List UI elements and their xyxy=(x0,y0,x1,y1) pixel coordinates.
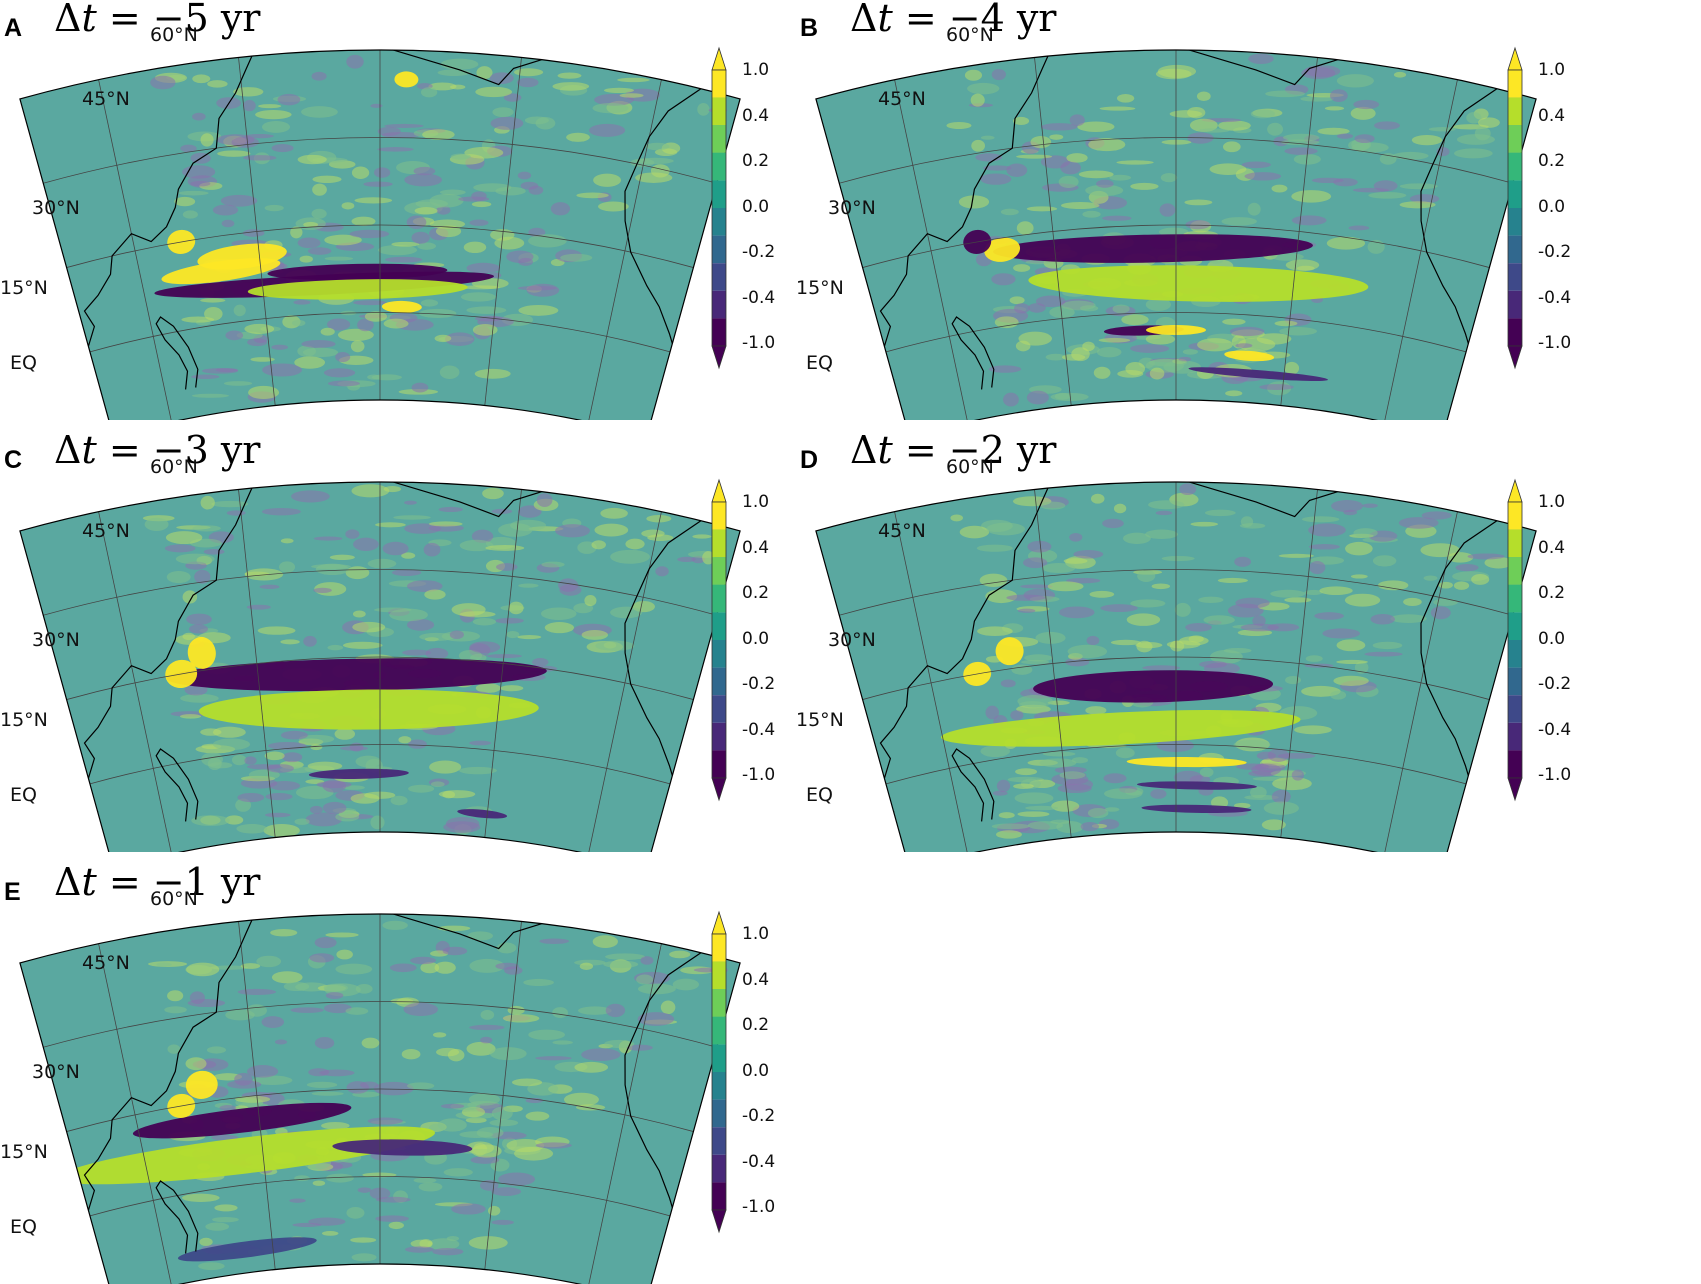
colorbar xyxy=(1507,478,1523,802)
colorbar-tick-label: -1.0 xyxy=(1538,333,1572,353)
latitude-label: 15°N xyxy=(796,277,844,299)
panel-title: Δt = −5 yr xyxy=(54,0,261,40)
latitude-label: 30°N xyxy=(828,197,876,219)
map-canvas xyxy=(815,46,1537,420)
colorbar-tick-label: 1.0 xyxy=(742,924,770,944)
colorbar-tick-label: -0.4 xyxy=(1538,719,1572,740)
panel-letter: C xyxy=(4,446,23,474)
colorbar-tick-label: -0.2 xyxy=(742,674,776,694)
latitude-label: 15°N xyxy=(0,709,48,731)
colorbar-tick-label: -1.0 xyxy=(1538,765,1572,785)
latitude-label: 60°N xyxy=(150,888,198,910)
colorbar-tick-label: 0.2 xyxy=(742,1015,770,1035)
colorbar-tick-label: -0.4 xyxy=(742,1151,776,1172)
colorbar-tick-label: -0.2 xyxy=(742,242,776,262)
panel-title: Δt = −1 yr xyxy=(54,860,261,904)
latitude-label: 30°N xyxy=(828,629,876,651)
colorbar xyxy=(1507,46,1523,370)
panel-letter: A xyxy=(4,14,23,42)
colorbar-tick-label: 0.2 xyxy=(1538,583,1566,603)
colorbar-tick-label: 0.4 xyxy=(1538,105,1566,126)
colorbar-tick-label: -1.0 xyxy=(742,333,776,353)
colorbar-tick-label: -0.4 xyxy=(742,719,776,740)
colorbar-tick-label: 0.4 xyxy=(742,105,770,126)
latitude-label: 45°N xyxy=(878,520,926,542)
map-field xyxy=(815,49,1537,420)
latitude-label: 60°N xyxy=(946,24,994,46)
colorbar-tick-label: 0.2 xyxy=(1538,151,1566,171)
map-panel-a: A Δt = −5 yr 60°N 45°N 30°N 15°N EQ 1.0 0.4 0.2 0.… xyxy=(0,0,850,420)
latitude-label: 45°N xyxy=(82,952,130,974)
latitude-label: 45°N xyxy=(878,88,926,110)
panel-title: Δt = −4 yr xyxy=(850,0,1057,40)
latitude-label: 60°N xyxy=(150,456,198,478)
map-canvas xyxy=(815,478,1537,852)
colorbar-tick-label: -1.0 xyxy=(742,765,776,785)
map-canvas xyxy=(19,910,741,1284)
map-field xyxy=(815,481,1537,852)
colorbar-tick-label: 1.0 xyxy=(742,60,770,80)
colorbar-tick-label: 0.0 xyxy=(742,1060,770,1081)
panel-letter: B xyxy=(800,14,819,42)
colorbar-tick-label: -0.2 xyxy=(1538,242,1572,262)
latitude-label: 30°N xyxy=(32,197,80,219)
colorbar xyxy=(711,46,727,370)
colorbar-tick-label: 0.0 xyxy=(742,628,770,649)
map-field xyxy=(19,481,741,852)
colorbar-tick-label: 0.0 xyxy=(1538,628,1566,649)
map-panel-e: E Δt = −1 yr 60°N 45°N 30°N 15°N EQ 1.0 0.4 0.2 0.… xyxy=(0,860,850,1284)
latitude-label: 45°N xyxy=(82,520,130,542)
latitude-label: 15°N xyxy=(796,709,844,731)
colorbar-tick-label: 0.0 xyxy=(742,196,770,217)
colorbar-tick-label: 0.4 xyxy=(742,537,770,558)
colorbar-tick-label: 0.2 xyxy=(742,583,770,603)
latitude-label: 60°N xyxy=(946,456,994,478)
panel-title: Δt = −3 yr xyxy=(54,428,261,472)
latitude-label: EQ xyxy=(10,1216,37,1238)
colorbar xyxy=(711,910,727,1234)
colorbar-tick-label: -0.2 xyxy=(1538,674,1572,694)
map-panel-b: B Δt = −4 yr 60°N 45°N 30°N 15°N EQ 1.0 0.4 0.2 0.… xyxy=(796,0,1646,420)
colorbar-tick-label: -1.0 xyxy=(742,1197,776,1217)
colorbar-tick-label: 1.0 xyxy=(1538,492,1566,512)
map-canvas xyxy=(19,478,741,852)
latitude-label: 45°N xyxy=(82,88,130,110)
latitude-label: EQ xyxy=(806,352,833,374)
colorbar-tick-label: -0.4 xyxy=(1538,287,1572,308)
map-panel-d: D Δt = −2 yr 60°N 45°N 30°N 15°N EQ 1.0 0.4 0.2 0.… xyxy=(796,428,1646,852)
latitude-label: EQ xyxy=(10,784,37,806)
panel-letter: D xyxy=(800,446,819,474)
latitude-label: EQ xyxy=(10,352,37,374)
map-field xyxy=(19,913,741,1284)
latitude-label: 60°N xyxy=(150,24,198,46)
map-panel-c: C Δt = −3 yr 60°N 45°N 30°N 15°N EQ 1.0 0.4 0.2 0.… xyxy=(0,428,850,852)
colorbar xyxy=(711,478,727,802)
map-canvas xyxy=(19,46,741,420)
latitude-label: EQ xyxy=(806,784,833,806)
colorbar-tick-label: -0.2 xyxy=(742,1106,776,1126)
latitude-label: 30°N xyxy=(32,1061,80,1083)
latitude-label: 30°N xyxy=(32,629,80,651)
colorbar-tick-label: 1.0 xyxy=(1538,60,1566,80)
colorbar-tick-label: 1.0 xyxy=(742,492,770,512)
latitude-label: 15°N xyxy=(0,1141,48,1163)
colorbar-tick-label: 0.2 xyxy=(742,151,770,171)
panel-letter: E xyxy=(4,878,21,906)
map-field xyxy=(19,49,741,420)
colorbar-tick-label: 0.0 xyxy=(1538,196,1566,217)
panel-title: Δt = −2 yr xyxy=(850,428,1057,472)
latitude-label: 15°N xyxy=(0,277,48,299)
colorbar-tick-label: 0.4 xyxy=(1538,537,1566,558)
colorbar-tick-label: -0.4 xyxy=(742,287,776,308)
colorbar-tick-label: 0.4 xyxy=(742,969,770,990)
